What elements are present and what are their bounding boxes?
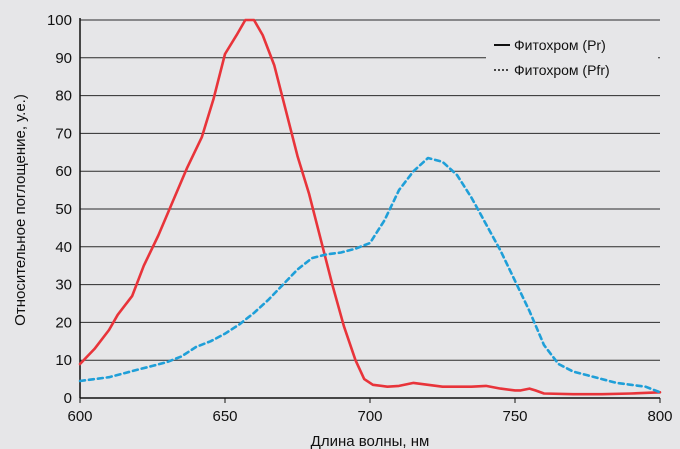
x-tick-800: 800 xyxy=(647,408,672,425)
y-tick-30: 30 xyxy=(55,277,72,294)
legend-background xyxy=(486,33,658,85)
gridlines xyxy=(80,19,660,361)
x-tick-750: 750 xyxy=(502,408,527,425)
legend-pfr-label: Фитохром (Pfr) xyxy=(514,62,610,78)
axes xyxy=(79,18,661,403)
x-tick-labels: 600 650 700 750 800 xyxy=(67,408,672,425)
series-line-pr xyxy=(78,18,662,396)
y-tick-50: 50 xyxy=(55,201,72,218)
x-tick-700: 700 xyxy=(357,408,382,425)
legend-pr-label: Фитохром (Pr) xyxy=(514,37,606,53)
series-line-pfr xyxy=(78,156,662,394)
y-tick-70: 70 xyxy=(55,125,72,142)
y-tick-90: 90 xyxy=(55,50,72,67)
y-axis-title: Относительное поглощение, у.е.) xyxy=(12,94,29,326)
legend: Фитохром (Pr) Фитохром (Pfr) xyxy=(486,33,658,85)
x-tick-650: 650 xyxy=(212,408,237,425)
y-tick-60: 60 xyxy=(55,163,72,180)
y-tick-100: 100 xyxy=(47,12,72,29)
y-tick-10: 10 xyxy=(55,352,72,369)
y-tick-0: 0 xyxy=(64,390,72,407)
x-tick-600: 600 xyxy=(67,408,92,425)
y-tick-40: 40 xyxy=(55,239,72,256)
y-tick-labels: 0 10 20 30 40 50 60 70 80 90 100 xyxy=(47,12,72,407)
y-tick-20: 20 xyxy=(55,314,72,331)
y-tick-80: 80 xyxy=(55,88,72,105)
x-axis-title: Длина волны, нм xyxy=(311,433,430,449)
series-lines xyxy=(78,18,662,396)
